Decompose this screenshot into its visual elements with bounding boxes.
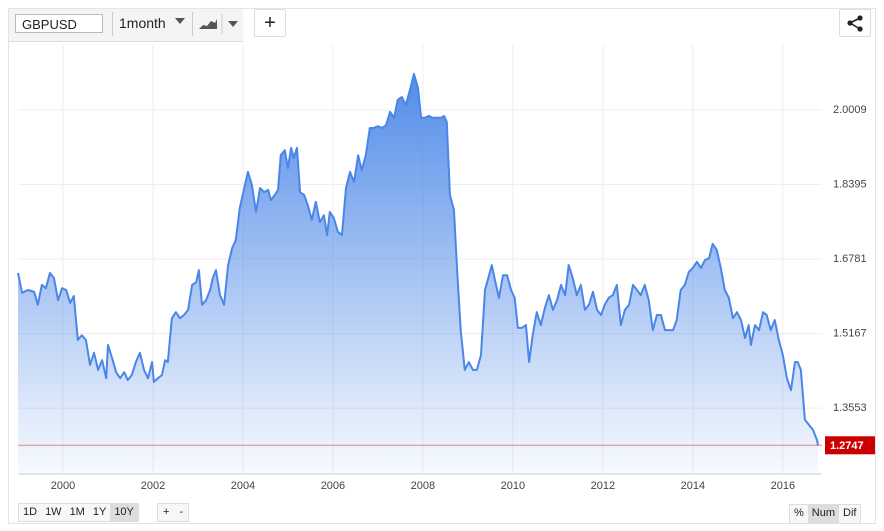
range-button[interactable]: 1W: [45, 506, 62, 518]
y-tick-label: 1.5167: [833, 327, 867, 339]
chart-type-icon: [199, 14, 238, 34]
last-value-label: 1.2747: [830, 440, 864, 452]
x-tick-label: 2014: [681, 480, 705, 492]
y-tick-label: 2.0009: [833, 104, 867, 116]
range-button[interactable]: 10Y: [110, 504, 138, 521]
x-tick-label: 2006: [321, 480, 345, 492]
y-tick-label: 1.8395: [833, 178, 867, 190]
y-tick-label: 1.3553: [833, 402, 867, 414]
x-tick-label: 2002: [141, 480, 165, 492]
y-tick-label: 1.6781: [833, 253, 867, 265]
range-button[interactable]: 1D: [23, 506, 38, 518]
mode-button[interactable]: %: [794, 507, 804, 519]
add-button[interactable]: +: [254, 9, 286, 37]
interval-label: 1month: [119, 15, 166, 31]
share-button[interactable]: [839, 9, 871, 37]
interval-dropdown[interactable]: 1month: [112, 12, 190, 36]
symbol-input[interactable]: GBPUSD: [15, 14, 103, 33]
chart-type-button[interactable]: [192, 12, 240, 36]
zoom-buttons: + -: [157, 503, 190, 522]
x-tick-label: 2004: [231, 480, 255, 492]
zoom-button[interactable]: +: [163, 506, 170, 518]
x-tick-label: 2016: [771, 480, 795, 492]
chart-frame: [8, 8, 876, 524]
share-icon: [847, 15, 863, 32]
line: [17, 72, 819, 446]
last-value-box: [825, 436, 875, 455]
x-tick-label: 2012: [591, 480, 615, 492]
range-button[interactable]: 1M: [69, 506, 85, 518]
area: [18, 73, 818, 474]
dropdown-arrow: [175, 18, 185, 24]
mode-buttons: % Num Dif: [789, 504, 862, 524]
x-tick-label: 2008: [411, 480, 435, 492]
mode-button[interactable]: Num: [807, 505, 840, 523]
x-tick-label: 2010: [501, 480, 525, 492]
mode-button[interactable]: Dif: [843, 507, 857, 519]
zoom-button[interactable]: -: [179, 506, 184, 518]
range-buttons: 1D 1W 1M 1Y 10Y: [18, 503, 139, 522]
x-tick-label: 2000: [51, 480, 75, 492]
range-button[interactable]: 1Y: [92, 506, 107, 518]
